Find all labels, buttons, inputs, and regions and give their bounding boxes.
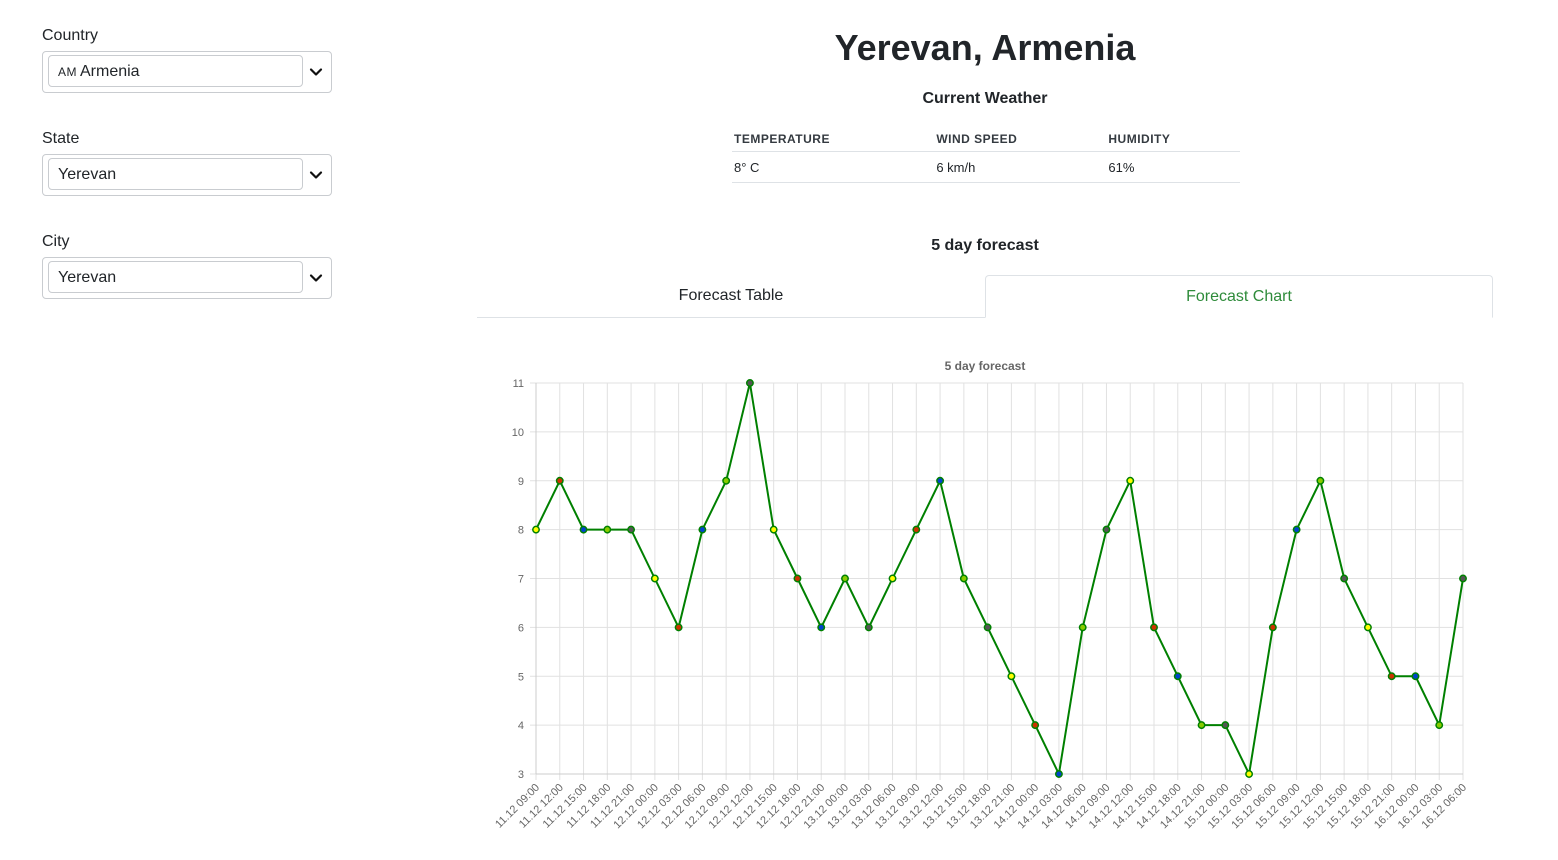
chart-grid — [530, 382, 1464, 780]
chevron-down-icon[interactable] — [308, 270, 324, 286]
data-point[interactable] — [745, 379, 754, 387]
data-point[interactable] — [864, 623, 873, 632]
data-point[interactable] — [1102, 525, 1111, 534]
data-point[interactable] — [555, 476, 564, 485]
location-sidebar: Country AM Armenia State Yerevan City Yer… — [42, 26, 332, 335]
country-select[interactable]: AM Armenia — [42, 51, 332, 93]
data-point[interactable] — [1363, 623, 1372, 632]
data-point[interactable] — [936, 476, 945, 485]
city-label: City — [42, 233, 70, 250]
temperature-value: 8° C — [732, 151, 935, 183]
table-row: 8° C 6 km/h 61% — [732, 151, 1240, 183]
country-value: Armenia — [80, 63, 140, 80]
chevron-down-icon[interactable] — [308, 64, 324, 80]
main-content: Yerevan, Armenia Current Weather TEMPERA… — [477, 0, 1493, 318]
y-tick-label: 3 — [518, 769, 524, 781]
data-point[interactable] — [1150, 623, 1158, 632]
y-tick-label: 6 — [518, 622, 524, 634]
state-select[interactable]: Yerevan — [42, 154, 332, 196]
tab-forecast-chart[interactable]: Forecast Chart — [985, 275, 1493, 318]
page-title: Yerevan, Armenia — [834, 27, 1136, 68]
armenia-flag-icon: AM — [58, 65, 77, 79]
data-point[interactable] — [532, 525, 540, 534]
data-point[interactable] — [1007, 672, 1016, 681]
data-point[interactable] — [1173, 672, 1182, 681]
data-point[interactable] — [1411, 672, 1420, 681]
tab-forecast-table[interactable]: Forecast Table — [678, 287, 784, 304]
data-point[interactable] — [1126, 476, 1135, 485]
current-weather-table: TEMPERATURE WIND SPEED HUMIDITY 8° C 6 k… — [732, 128, 1240, 183]
forecast-tabs: Forecast Table Forecast Chart — [477, 275, 1493, 318]
state-field: State Yerevan — [42, 129, 332, 196]
data-point[interactable] — [769, 525, 778, 534]
data-point[interactable] — [1387, 672, 1396, 681]
data-point[interactable] — [698, 525, 707, 534]
table-header-row: TEMPERATURE WIND SPEED HUMIDITY — [732, 128, 1240, 152]
chevron-down-icon[interactable] — [308, 167, 324, 183]
state-label: State — [42, 130, 80, 147]
data-point[interactable] — [1031, 721, 1040, 730]
data-point[interactable] — [627, 525, 636, 534]
country-select-value[interactable]: AM Armenia — [48, 55, 303, 87]
data-point[interactable] — [722, 476, 731, 485]
y-tick-label: 11 — [513, 378, 524, 390]
data-point[interactable] — [1054, 770, 1063, 778]
data-point[interactable] — [817, 623, 826, 632]
data-point[interactable] — [1197, 721, 1206, 730]
city-field: City Yerevan — [42, 232, 332, 299]
wind-speed-header: WIND SPEED — [934, 128, 1107, 152]
data-point[interactable] — [650, 574, 659, 583]
data-point[interactable] — [912, 525, 921, 534]
country-label: Country — [42, 27, 99, 44]
data-point[interactable] — [1316, 476, 1325, 485]
country-field: Country AM Armenia — [42, 26, 332, 93]
y-tick-label: 7 — [518, 574, 524, 586]
city-value[interactable]: Yerevan — [48, 261, 303, 293]
forecast-line-chart: 5 day forecast 3 4 5 6 7 8 9 10 11 11.12 09:0011… — [493, 359, 1469, 832]
data-point[interactable] — [1221, 721, 1230, 730]
forecast-title: 5 day forecast — [931, 237, 1039, 254]
data-point[interactable] — [793, 574, 802, 583]
data-point[interactable] — [1268, 623, 1277, 632]
data-point[interactable] — [1245, 770, 1254, 778]
data-point[interactable] — [1340, 574, 1349, 583]
data-point[interactable] — [674, 623, 683, 632]
data-point[interactable] — [841, 574, 849, 583]
data-point[interactable] — [1292, 525, 1301, 534]
temperature-series-points — [532, 379, 1467, 778]
current-weather-title: Current Weather — [922, 90, 1048, 107]
y-tick-label: 8 — [518, 525, 524, 537]
humidity-header: HUMIDITY — [1106, 128, 1240, 152]
wind-speed-value: 6 km/h — [934, 151, 1107, 183]
city-select[interactable]: Yerevan — [42, 257, 332, 299]
data-point[interactable] — [983, 623, 992, 632]
data-point[interactable] — [888, 574, 897, 583]
temperature-series-line — [535, 382, 1464, 778]
humidity-value: 61% — [1106, 151, 1240, 183]
state-value[interactable]: Yerevan — [48, 158, 303, 190]
data-point[interactable] — [603, 525, 612, 534]
chart-title: 5 day forecast — [945, 359, 1026, 373]
chart-y-axis: 3 4 5 6 7 8 9 10 11 — [512, 378, 524, 781]
data-point[interactable] — [959, 574, 968, 583]
y-tick-label: 5 — [518, 671, 524, 683]
data-point[interactable] — [1459, 574, 1467, 583]
y-tick-label: 4 — [518, 720, 524, 732]
y-tick-label: 10 — [512, 427, 524, 439]
data-point[interactable] — [1435, 721, 1444, 730]
temperature-header: TEMPERATURE — [732, 128, 935, 152]
data-point[interactable] — [1078, 623, 1087, 632]
data-point[interactable] — [579, 525, 588, 534]
y-tick-label: 9 — [518, 476, 524, 488]
